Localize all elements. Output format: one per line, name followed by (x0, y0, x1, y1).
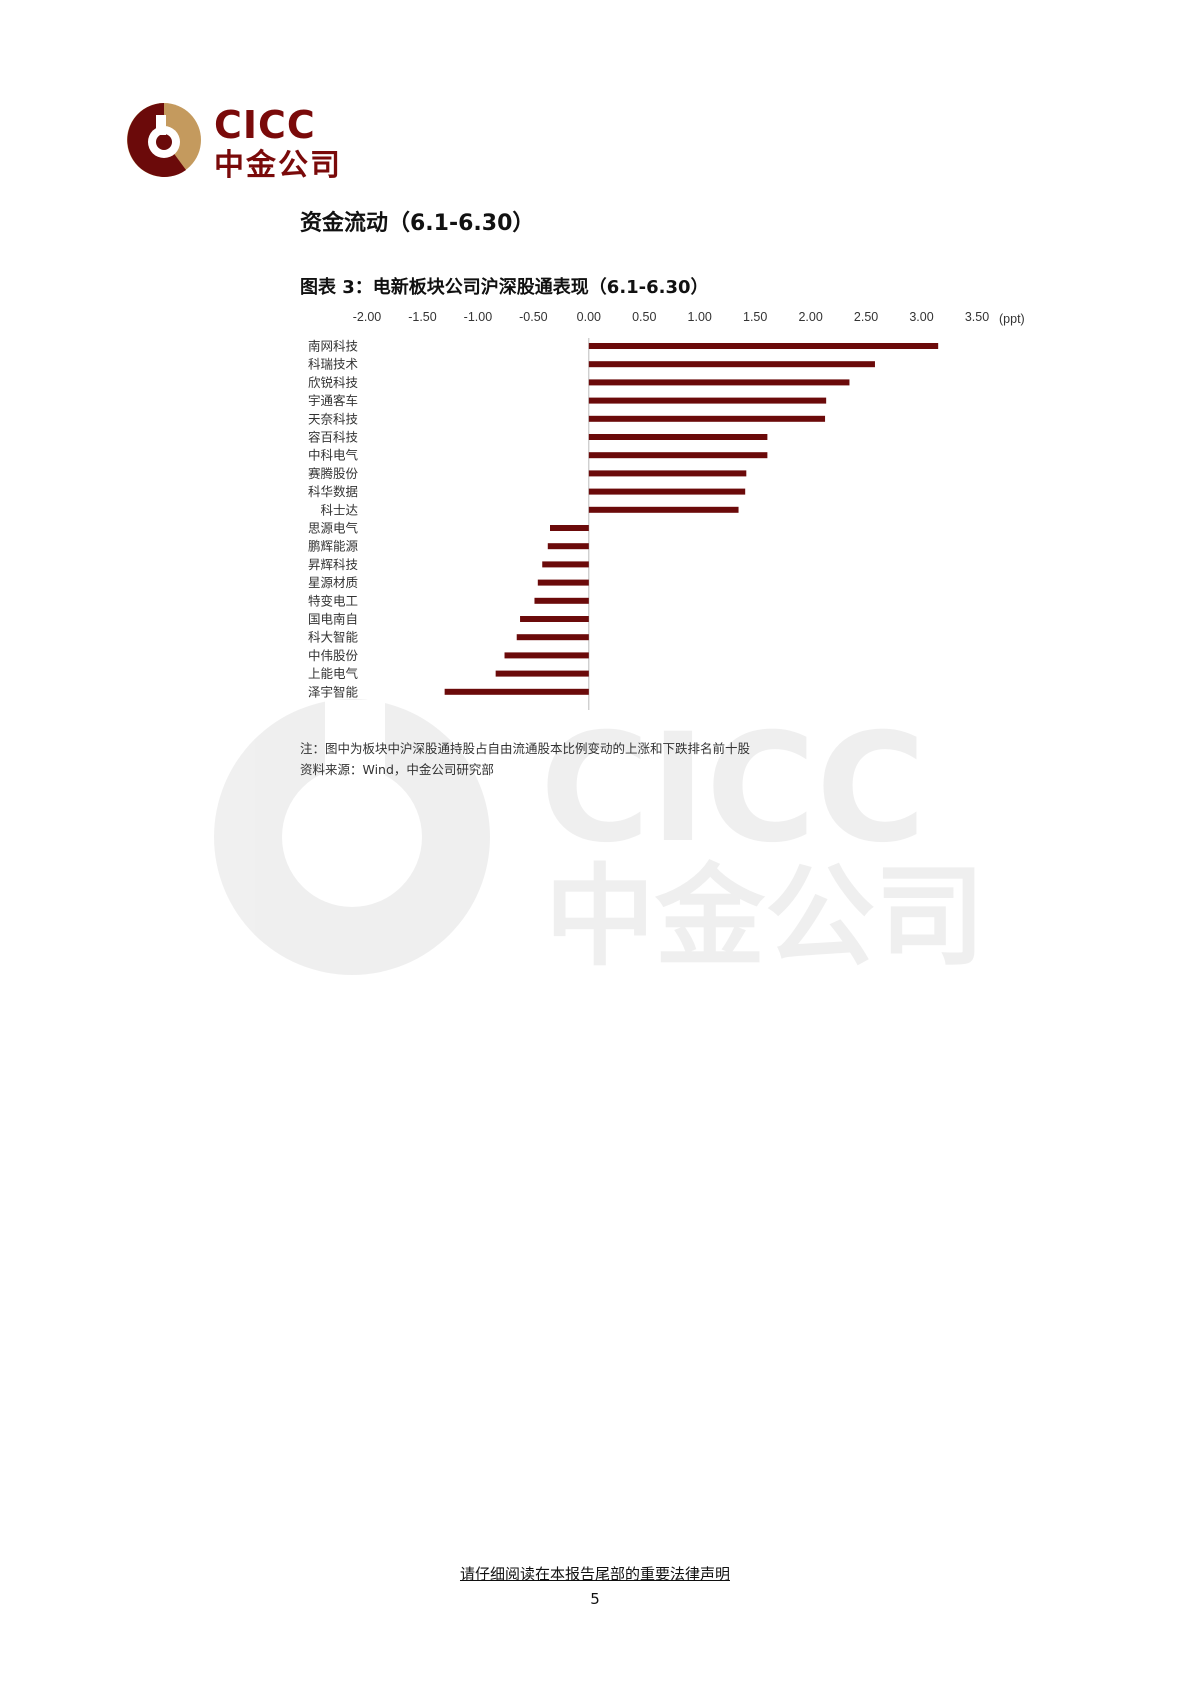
source-text: 资料来源：Wind，中金公司研究部 (300, 762, 494, 777)
y-category-label: 国电南自 (308, 612, 358, 627)
section-title: 资金流动（6.1-6.30） (300, 211, 535, 236)
x-tick-label: 3.50 (965, 310, 989, 324)
page-number: 5 (590, 1590, 600, 1608)
cicc-logo-icon (127, 103, 201, 177)
y-category-label: 科大智能 (308, 630, 359, 645)
x-tick-label: 0.50 (632, 310, 656, 324)
bar (537, 579, 589, 586)
logo-text-en: CICC (214, 103, 316, 147)
y-category-label: 中科电气 (308, 448, 359, 463)
x-tick-label: 1.50 (743, 310, 767, 324)
x-tick-label: -1.50 (408, 310, 437, 324)
svg-text:CICC: CICC (540, 702, 926, 876)
x-tick-label: 2.50 (854, 310, 878, 324)
x-tick-label: -2.00 (353, 310, 382, 324)
disclaimer-link[interactable]: 请仔细阅读在本报告尾部的重要法律声明 (459, 1565, 730, 1583)
svg-text:中金公司: 中金公司 (545, 853, 985, 981)
x-tick-label: -1.00 (464, 310, 493, 324)
bar (534, 597, 589, 604)
y-category-label: 宇通客车 (308, 393, 358, 408)
bar (588, 488, 746, 495)
x-tick-label: 3.00 (909, 310, 933, 324)
x-axis-unit: (ppt) (999, 312, 1025, 326)
bar (588, 470, 747, 477)
bar (547, 543, 589, 550)
y-category-label: 科瑞技术 (308, 357, 359, 372)
y-category-label: 赛腾股份 (308, 466, 359, 481)
bar (542, 561, 589, 568)
y-category-label: 容百科技 (308, 430, 359, 445)
bar (495, 670, 589, 677)
y-category-label: 特变电工 (308, 593, 358, 608)
bar (588, 379, 850, 386)
x-tick-label: 0.00 (577, 310, 601, 324)
note-text: 注：图中为板块中沪深股通持股占自由流通股本比例变动的上涨和下跌排名前十股 (300, 741, 751, 756)
y-category-label: 思源电气 (308, 521, 359, 536)
x-tick-label: 1.00 (688, 310, 712, 324)
y-category-label: 昇辉科技 (308, 557, 359, 572)
x-tick-label: -0.50 (519, 310, 548, 324)
bar (550, 525, 589, 531)
bar (588, 361, 875, 368)
y-category-label: 南网科技 (308, 339, 359, 354)
bar (588, 506, 739, 513)
x-tick-label: 2.00 (798, 310, 822, 324)
y-category-label: 欣锐科技 (308, 375, 359, 390)
y-category-label: 泽宇智能 (308, 684, 359, 699)
y-category-label: 鹏辉能源 (308, 539, 359, 554)
figure-notes: 注：图中为板块中沪深股通持股占自由流通股本比例变动的上涨和下跌排名前十股 资料来… (300, 738, 750, 780)
y-category-label: 星源材质 (308, 575, 358, 590)
bar (588, 434, 768, 440)
bar (588, 415, 826, 422)
y-category-label: 天奈科技 (308, 411, 359, 426)
footer-disclaimer[interactable]: 请仔细阅读在本报告尾部的重要法律声明 (0, 1563, 1190, 1584)
bar (504, 652, 589, 659)
y-category-label: 科士达 (320, 502, 358, 517)
logo-text-cn: 中金公司 (214, 148, 342, 183)
bar (588, 452, 768, 459)
y-category-label: 上能电气 (308, 666, 359, 681)
bar-chart: -2.00 -1.50 -1.00 -0.50 0.00 0.50 1.00 1.50 2.00… (308, 310, 1025, 710)
bar (588, 343, 939, 349)
bar (444, 688, 589, 695)
figure-title: 图表 3：电新板块公司沪深股通表现（6.1-6.30） (300, 277, 709, 298)
bar (588, 397, 827, 404)
y-category-label: 科华数据 (308, 484, 358, 499)
bar (520, 616, 589, 622)
y-category-label: 中伟股份 (308, 648, 359, 663)
bar (516, 634, 589, 641)
